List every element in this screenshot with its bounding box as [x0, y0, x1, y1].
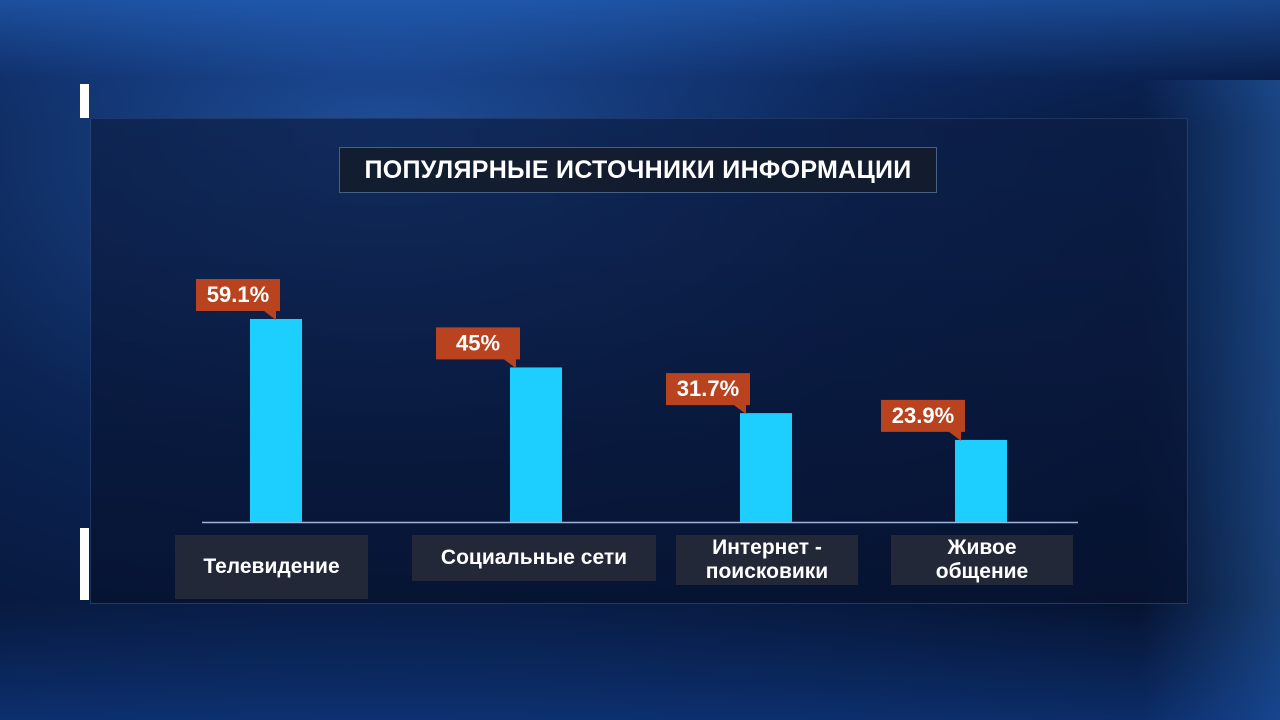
category-label-2: Интернет - поисковики: [705, 536, 829, 583]
category-label-0: Телевидение: [203, 555, 340, 578]
category-box-2: Интернет - поисковики: [676, 535, 858, 585]
category-box-3: Живое общение: [891, 535, 1073, 585]
background-glow-bottom: [0, 600, 1280, 720]
value-label-text-1: 45%: [456, 330, 500, 355]
bar-3: [955, 439, 1007, 522]
accent-bar-bottom: [80, 528, 89, 600]
category-label-3: Живое общение: [935, 536, 1029, 583]
category-box-0: Телевидение: [175, 535, 368, 599]
value-label-text-0: 59.1%: [207, 282, 269, 307]
bar-0: [250, 319, 302, 522]
category-box-1: Социальные сети: [412, 535, 656, 581]
value-label-1: 45%: [436, 327, 520, 369]
category-label-1: Социальные сети: [440, 546, 628, 569]
value-label-2: 31.7%: [666, 373, 750, 415]
bar-2: [740, 413, 792, 522]
chart-title-box: ПОПУЛЯРНЫЕ ИСТОЧНИКИ ИНФОРМАЦИИ: [339, 147, 937, 193]
bar-1: [510, 367, 562, 522]
value-label-3: 23.9%: [881, 399, 965, 441]
value-label-text-2: 31.7%: [677, 376, 739, 401]
background-glow-top: [0, 0, 1280, 130]
value-label-text-3: 23.9%: [892, 403, 954, 428]
value-label-0: 59.1%: [196, 279, 280, 320]
chart-title: ПОПУЛЯРНЫЕ ИСТОЧНИКИ ИНФОРМАЦИИ: [364, 155, 912, 184]
accent-bar-top: [80, 84, 89, 118]
